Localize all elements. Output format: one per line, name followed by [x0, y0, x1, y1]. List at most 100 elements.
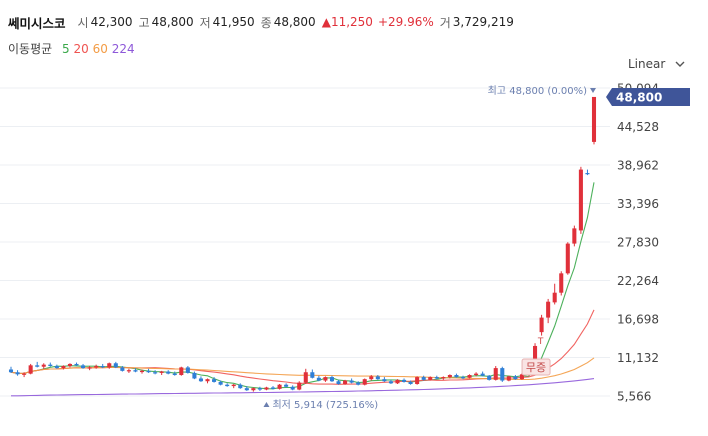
candle-body [487, 375, 492, 380]
candle-body [100, 366, 105, 368]
candle-body [41, 364, 46, 367]
candle-body [362, 379, 367, 385]
volume-value: 3,729,219 [452, 15, 514, 29]
candle-body [546, 301, 551, 318]
ma-legend-title: 이동평균 [8, 42, 53, 56]
current-price-tag [606, 87, 690, 106]
candle-body [94, 366, 99, 368]
candle-body [113, 363, 118, 368]
candle-body [231, 384, 236, 387]
y-tick-label: 44,528 [617, 120, 659, 134]
candle-body [375, 376, 380, 380]
change-value: 11,250 [330, 15, 373, 29]
candle-body [257, 388, 262, 390]
candle-body [284, 384, 289, 387]
candle-body [428, 377, 433, 380]
candle-body [87, 367, 92, 369]
y-tick-label: 38,962 [617, 159, 659, 173]
ma-20-line [10, 309, 595, 385]
candle-body [329, 377, 335, 382]
high-value: 48,800 [151, 15, 194, 29]
low-value: 41,950 [212, 15, 255, 29]
low-price-annotation: 최저 5,914 (725.16%) [272, 399, 378, 411]
candle-body [565, 243, 570, 274]
candle-body [506, 376, 511, 381]
low-label: 저 [199, 15, 211, 30]
candle-body [15, 372, 20, 375]
y-tick-label: 33,396 [617, 197, 659, 211]
candle-body [454, 375, 459, 378]
candle-body [139, 370, 145, 373]
candle-body [336, 381, 341, 385]
open-label: 시 [77, 15, 89, 30]
volume-label: 거 [439, 15, 451, 30]
candle-body [179, 367, 184, 376]
candle-body [244, 388, 249, 391]
candle-body [552, 292, 557, 303]
ma-224-label[interactable]: 224 [111, 42, 135, 56]
high-label: 고 [138, 15, 150, 30]
candle-body [270, 387, 276, 389]
y-tick-label: 5,566 [617, 390, 651, 404]
ma-20-label[interactable]: 20 [73, 42, 89, 56]
candle-body [146, 370, 151, 373]
candle-body [264, 387, 269, 390]
ma-5-label[interactable]: 5 [62, 42, 70, 56]
y-tick-label: 16,698 [617, 313, 659, 327]
candle-body [277, 384, 282, 389]
candle-body [126, 370, 131, 372]
chevron-down-icon [675, 61, 685, 67]
candle-body [166, 371, 171, 374]
candle-body [251, 388, 256, 391]
candle-body [172, 373, 177, 376]
candle-body [185, 367, 190, 373]
candle-body [519, 374, 524, 380]
high-price-annotation: 최고 48,800 (0.00%) [488, 85, 587, 97]
moving-average-legend: 이동평균 5 20 60 224 [8, 40, 135, 57]
candle-body [382, 379, 387, 382]
candle-body [54, 366, 59, 369]
candle-body [388, 381, 393, 384]
candle-body [8, 369, 14, 373]
scale-label: Linear [628, 57, 666, 71]
stock-name: 쎄미시스코 [8, 15, 66, 31]
candle-body [434, 377, 439, 379]
candle-body [474, 373, 479, 376]
change-up-icon: ▲ [321, 15, 331, 29]
high-marker-icon [590, 87, 596, 93]
change-percent: +29.96% [377, 15, 434, 29]
candle-body [395, 379, 400, 384]
candle-body [349, 380, 354, 383]
close-value: 48,800 [273, 15, 316, 29]
candle-body [480, 373, 485, 376]
candle-body [323, 377, 328, 381]
candle-body [61, 366, 66, 369]
candle-body [35, 365, 40, 367]
candle-body [120, 367, 125, 371]
candle-body [343, 380, 348, 385]
candle-body [572, 228, 577, 244]
candle-body [356, 382, 361, 385]
candle-body [467, 375, 472, 378]
scale-dropdown[interactable]: Linear [628, 57, 685, 71]
open-value: 42,300 [90, 15, 133, 29]
event-marker-label: 무증 [526, 361, 546, 374]
candle-body [402, 379, 407, 382]
candle-body [310, 372, 315, 378]
event-t-icon: T [537, 337, 544, 347]
current-price-label: 48,800 [616, 90, 662, 104]
candle-body [198, 378, 203, 382]
candle-body [303, 372, 308, 383]
candle-body [441, 377, 446, 379]
candle-body [408, 381, 413, 385]
ma-60-label[interactable]: 60 [92, 42, 108, 56]
y-tick-label: 27,830 [617, 236, 659, 250]
candle-body [238, 384, 243, 389]
candle-body [591, 96, 597, 142]
candle-body [415, 377, 420, 385]
candle-body [460, 377, 466, 379]
candle-body [159, 371, 164, 373]
y-tick-label: 11,132 [617, 351, 659, 365]
low-marker-icon [263, 402, 270, 407]
